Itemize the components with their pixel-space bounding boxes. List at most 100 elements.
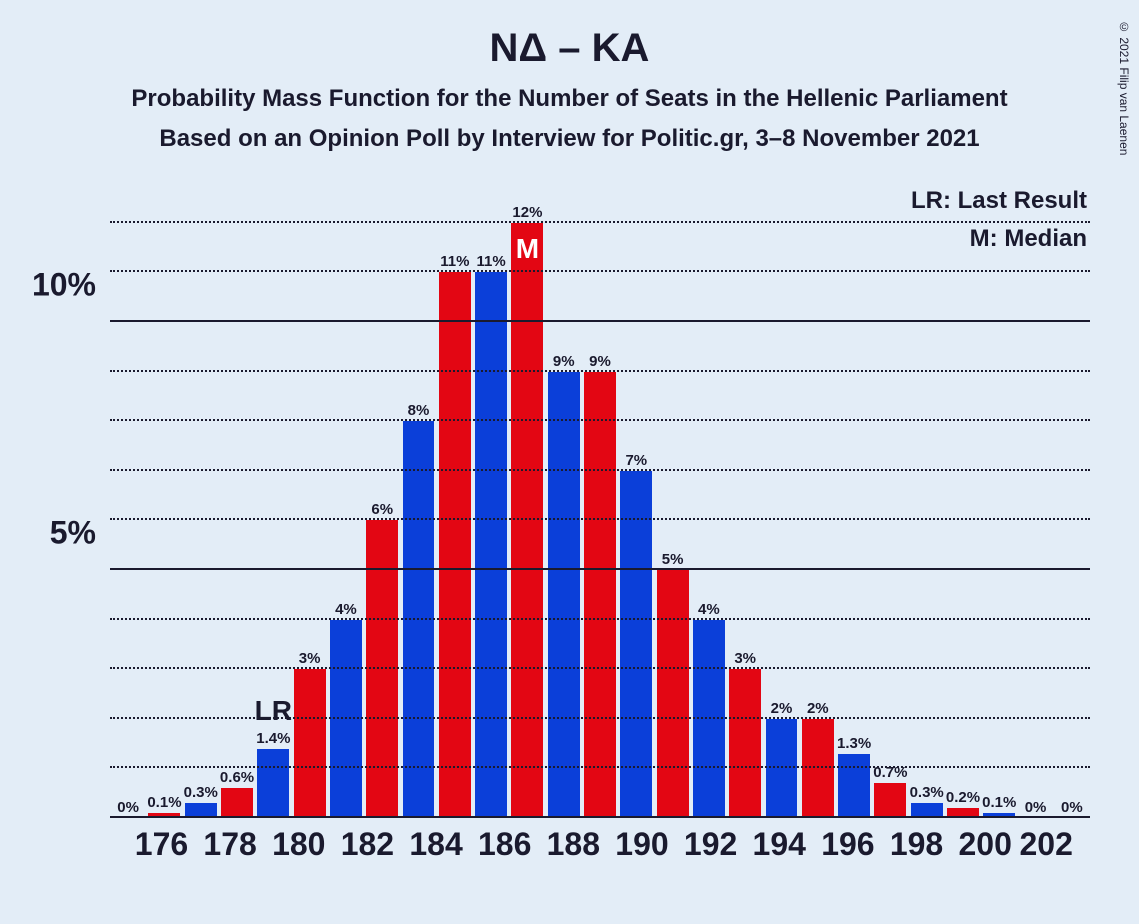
bar-slot: 6%: [364, 198, 400, 818]
bar-value-label: 1.3%: [837, 735, 871, 752]
bar-slot: 2%: [800, 198, 836, 818]
bar-slot: 0%: [1017, 198, 1053, 818]
bar-slot: 3%: [727, 198, 763, 818]
grid-line-minor: [110, 667, 1090, 669]
bar: 2%: [802, 719, 834, 818]
bar-slot: 11%: [437, 198, 473, 818]
bar: 3%: [729, 669, 761, 818]
chart-title: ΝΔ – ΚΑ: [0, 0, 1139, 71]
copyright-text: © 2021 Filip van Laenen: [1117, 20, 1131, 155]
x-axis-tick: 194: [745, 826, 814, 863]
bar-slot: 7%: [618, 198, 654, 818]
bar: 2%: [766, 719, 798, 818]
bar-value-label: 3%: [299, 650, 321, 667]
bar-value-label: 0%: [1025, 799, 1047, 816]
bar-slot: 0.3%: [183, 198, 219, 818]
grid-line-minor: [110, 419, 1090, 421]
x-axis-tick: 200: [951, 826, 1020, 863]
bar: 1.3%: [838, 754, 870, 818]
bar-slot: 0%: [1054, 198, 1090, 818]
median-marker: M: [516, 233, 539, 265]
bar-value-label: 8%: [408, 402, 430, 419]
x-axis-tick: 178: [196, 826, 265, 863]
bar-value-label: 0.1%: [147, 794, 181, 811]
bar-slot: 4%: [691, 198, 727, 818]
bar-slot: 9%: [582, 198, 618, 818]
x-axis-tick: 184: [402, 826, 471, 863]
x-axis-tick: 188: [539, 826, 608, 863]
bar-slot: 0%: [110, 198, 146, 818]
last-result-marker: LR: [255, 695, 292, 727]
bar: 5%: [657, 570, 689, 818]
bar-value-label: 2%: [771, 700, 793, 717]
grid-line-minor: [110, 618, 1090, 620]
bar: 0.7%: [874, 783, 906, 818]
bar-slot: 0.6%: [219, 198, 255, 818]
chart-plot-area: 0%0.1%0.3%0.6%1.4%LR3%4%6%8%11%11%12%M9%…: [110, 198, 1090, 818]
bar-value-label: 0%: [117, 799, 139, 816]
x-axis-labels: 1761781801821841861881901921941961982002…: [110, 826, 1090, 863]
bar: 0.6%: [221, 788, 253, 818]
bars-container: 0%0.1%0.3%0.6%1.4%LR3%4%6%8%11%11%12%M9%…: [110, 198, 1090, 818]
grid-line-minor: [110, 370, 1090, 372]
bar-slot: 3%: [291, 198, 327, 818]
x-axis-tick: 202: [1019, 826, 1072, 863]
bar-slot: 9%: [546, 198, 582, 818]
x-axis-tick: 182: [333, 826, 402, 863]
bar-value-label: 6%: [371, 501, 393, 518]
bar-slot: 4%: [328, 198, 364, 818]
bar-slot: 5%: [654, 198, 690, 818]
bar-value-label: 0%: [1061, 799, 1083, 816]
grid-line-minor: [110, 221, 1090, 223]
grid-line-minor: [110, 518, 1090, 520]
x-axis-tick: 190: [608, 826, 677, 863]
y-axis-label: 10%: [32, 267, 96, 304]
bar-value-label: 0.3%: [184, 784, 218, 801]
grid-line-minor: [110, 270, 1090, 272]
bar-slot: 0.2%: [945, 198, 981, 818]
bar-value-label: 3%: [734, 650, 756, 667]
bar: 9%: [584, 372, 616, 818]
y-axis-label: 5%: [50, 515, 96, 552]
bar: 3%: [294, 669, 326, 818]
bar-slot: 2%: [763, 198, 799, 818]
grid-line-major: [110, 568, 1090, 570]
bar-slot: 12% M: [509, 198, 545, 818]
bar-slot: 11%: [473, 198, 509, 818]
bar-slot: 0.1%: [981, 198, 1017, 818]
bar: 11%: [475, 272, 507, 818]
bar: 12%M: [511, 223, 543, 818]
chart-subtitle-2: Based on an Opinion Poll by Interview fo…: [0, 125, 1139, 153]
bar-value-label: 9%: [553, 353, 575, 370]
chart-subtitle-1: Probability Mass Function for the Number…: [0, 85, 1139, 113]
bar-value-label: 0.2%: [946, 789, 980, 806]
x-axis-tick: 198: [882, 826, 951, 863]
bar-value-label: 11%: [477, 253, 506, 270]
bar-value-label: 9%: [589, 353, 611, 370]
grid-line-minor: [110, 766, 1090, 768]
bar: 9%: [548, 372, 580, 818]
bar-value-label: 0.6%: [220, 769, 254, 786]
bar-slot: 1.3%: [836, 198, 872, 818]
bar: 1.4%LR: [257, 749, 289, 818]
bar-value-label: 7%: [625, 452, 647, 469]
grid-line-minor: [110, 717, 1090, 719]
bar-value-label: 1.4%: [256, 730, 290, 747]
bar-value-label: 12%: [512, 204, 542, 221]
grid-line-minor: [110, 469, 1090, 471]
bar-value-label: 0.1%: [982, 794, 1016, 811]
bar-slot: 0.1%: [146, 198, 182, 818]
x-axis-tick: 196: [814, 826, 883, 863]
bar: 6%: [366, 520, 398, 818]
x-axis-tick: 186: [470, 826, 539, 863]
x-axis-tick: 176: [127, 826, 196, 863]
bar-value-label: 4%: [698, 601, 720, 618]
x-axis-line: [110, 816, 1090, 818]
bar: 11%: [439, 272, 471, 818]
bar-value-label: 2%: [807, 700, 829, 717]
x-axis-tick: 180: [264, 826, 333, 863]
bar-slot: 8%: [400, 198, 436, 818]
bar-slot: 1.4% LR: [255, 198, 291, 818]
bar-value-label: 0.3%: [910, 784, 944, 801]
x-axis-tick: 192: [676, 826, 745, 863]
